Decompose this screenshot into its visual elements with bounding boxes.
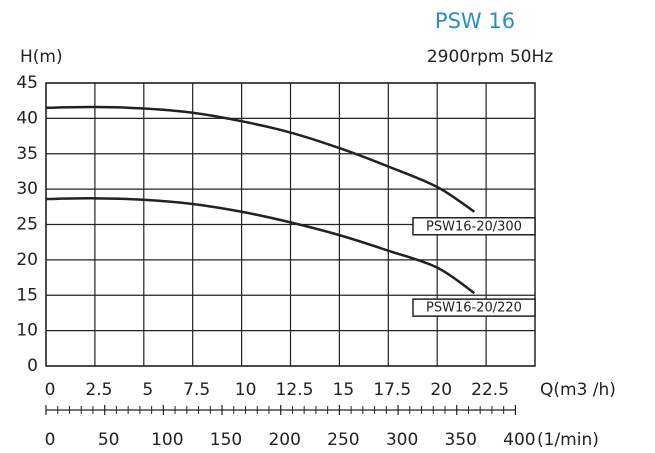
- x2-tick-label: 50: [98, 430, 120, 450]
- chart-subtitle: 2900rpm 50Hz: [427, 47, 553, 67]
- legend-label: PSW16-20/300: [426, 219, 522, 234]
- x-tick-label: 7.5: [183, 380, 210, 400]
- x2-tick-label: 150: [210, 430, 242, 450]
- y-tick-label: 20: [16, 250, 38, 270]
- x2-tick-label: 0: [45, 430, 56, 450]
- legend-box: [412, 217, 536, 236]
- x2-tick-label: 250: [327, 430, 359, 450]
- x-tick-label: 10: [235, 380, 257, 400]
- x-tick-label: 20: [430, 380, 452, 400]
- y-tick-label: 25: [16, 215, 38, 235]
- x-tick-label: 17.5: [373, 380, 411, 400]
- x2-tick-label: 400: [503, 430, 535, 450]
- x-tick-label: 5: [142, 380, 153, 400]
- curve: [45, 105, 476, 213]
- x2-tick-label: 100: [151, 430, 183, 450]
- x2-axis-label: (1/min): [537, 430, 599, 450]
- y-tick-label: 10: [16, 321, 38, 341]
- y-tick-label: 30: [16, 179, 38, 199]
- x-tick-label: 15: [333, 380, 355, 400]
- x-tick-label: 12.5: [276, 380, 314, 400]
- y-tick-label: 45: [16, 73, 38, 93]
- y-tick-label: 15: [16, 285, 38, 305]
- legend-label: PSW16-20/220: [426, 301, 522, 316]
- curve: [45, 197, 476, 295]
- legend-box: [412, 298, 536, 317]
- y-tick-label: 40: [16, 108, 38, 128]
- x-tick-label: 2.5: [85, 380, 112, 400]
- y-axis-label: H(m): [20, 47, 63, 67]
- y-tick-label: 35: [16, 144, 38, 164]
- x-tick-label: 0: [45, 380, 56, 400]
- x2-tick-label: 200: [268, 430, 300, 450]
- x-axis-label: Q(m3 /h): [540, 380, 616, 400]
- x2-tick-label: 350: [445, 430, 477, 450]
- x2-tick-label: 300: [386, 430, 418, 450]
- y-tick-label: 0: [27, 356, 38, 376]
- chart-title: PSW 16: [435, 9, 515, 33]
- x-tick-label: 22.5: [471, 380, 509, 400]
